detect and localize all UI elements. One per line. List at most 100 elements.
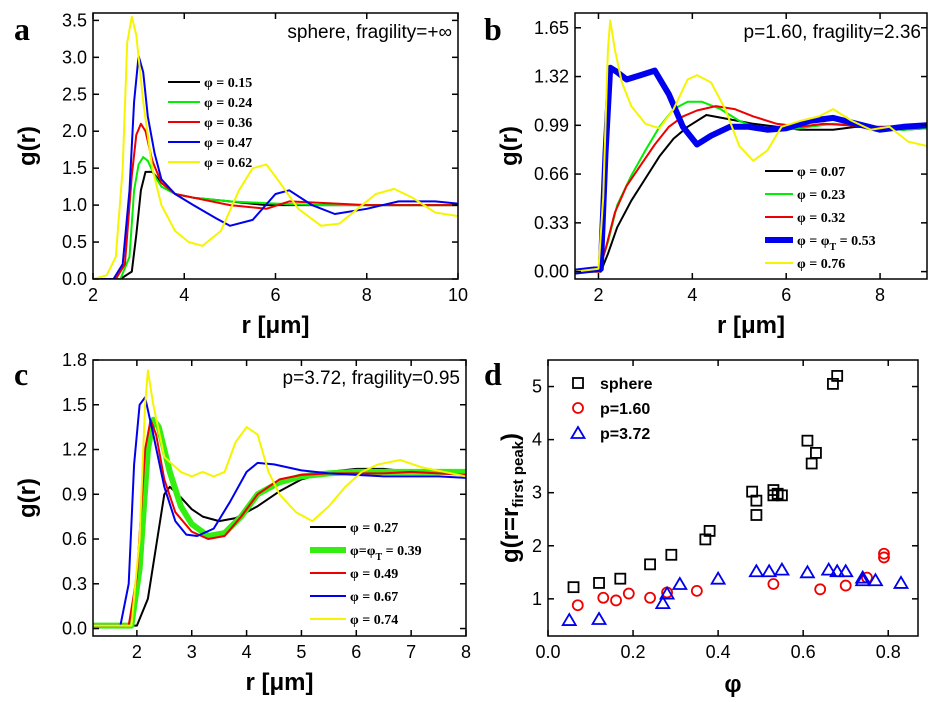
panel-c-title: p=3.72, fragility=0.95	[283, 368, 460, 389]
panel-d-point	[878, 547, 890, 560]
panel-b-legend-label: φ = 0.76	[797, 257, 845, 272]
panel-c-legend-label: φ = 0.67	[350, 590, 398, 605]
panel-a-ytick-label: 2.5	[62, 84, 87, 104]
panel-b-ylabel: g(r)	[496, 126, 523, 166]
panel-b-series-2	[575, 105, 927, 273]
panel-a-legend: φ = 0.15 φ = 0.24 φ = 0.36 φ = 0.47 φ = 0.62	[168, 76, 252, 171]
panel-b-series-3	[575, 64, 927, 275]
panel-a-series-0	[93, 170, 458, 279]
panel-a-xtick-label: 4	[179, 285, 189, 305]
panel-d-xtick-label: 0.8	[876, 642, 901, 662]
panel-b-xtick-label: 6	[781, 285, 791, 305]
panel-a-xtick-label: 2	[88, 285, 98, 305]
panel-d-ytick-label: 1	[532, 589, 542, 609]
panel-d-xtick-label: 0.6	[791, 642, 816, 662]
panel-d-point	[854, 569, 871, 584]
panel-a-series-2	[93, 122, 458, 279]
panel-d-legend-swatch	[572, 402, 584, 414]
panel-d-point	[761, 563, 778, 578]
panel-c-series-1	[93, 416, 466, 629]
panel-d-legend-swatch	[572, 377, 584, 389]
panel-d-point	[820, 561, 837, 576]
panel-d-point	[659, 585, 676, 600]
panel-d-point	[750, 509, 763, 521]
panel-c-xtick-label: 6	[351, 642, 361, 662]
panel-d-point	[710, 570, 727, 585]
panel-c-ytick-label: 0.6	[62, 529, 87, 549]
panel-d-point	[829, 563, 846, 578]
panel-b-legend-label: φ = φT = 0.53	[797, 234, 876, 253]
panel-c-ytick-label: 1.8	[62, 350, 87, 370]
panel-b-legend-label: φ = 0.32	[797, 211, 845, 226]
panel-c-series-2	[93, 418, 466, 627]
panel-b-xtick-label: 4	[687, 285, 697, 305]
panel-d-point	[801, 434, 814, 447]
panel-a-title: sphere, fragility=+∞	[287, 22, 452, 43]
panel-c-legend: φ = 0.27 φ=φT = 0.39 φ = 0.49 φ = 0.67 φ = 0…	[310, 521, 422, 628]
panel-b-xlabel: r [μm]	[717, 312, 785, 339]
panel-d-point	[867, 572, 884, 587]
panel-c-xtick-label: 2	[132, 642, 142, 662]
panel-c-series-4	[93, 369, 466, 627]
panel-d-point	[814, 583, 827, 596]
panel-a: φ = 0.15 φ = 0.24 φ = 0.36 φ = 0.47 φ = 0.62…	[14, 10, 468, 339]
panel-d-point	[622, 587, 635, 600]
panel-d-legend-swatch	[569, 425, 587, 439]
panel-d-point	[561, 612, 578, 626]
panel-a-ytick-label: 3.0	[62, 47, 87, 67]
panel-c-xlabel: r [μm]	[245, 669, 313, 696]
panel-letter-d: d	[484, 356, 502, 392]
panel-b-legend-label: φ = 0.07	[797, 165, 845, 180]
panel-d-point	[805, 457, 818, 470]
panel-a-legend-label: φ = 0.36	[204, 116, 252, 131]
panel-a-ytick-label: 1.5	[62, 158, 87, 178]
panel-d-ytick-label: 4	[532, 430, 542, 450]
panel-a-ylabel: g(r)	[14, 126, 41, 166]
panel-d-point	[767, 578, 780, 590]
panel-letter-b: b	[484, 11, 502, 47]
panel-c-ytick-label: 0.0	[62, 619, 87, 639]
panel-d-ytick-label: 5	[532, 377, 542, 397]
panel-b: φ = 0.07 φ = 0.23 φ = 0.32 φ = φT = 0.53 φ =…	[496, 12, 928, 339]
panel-d-point	[590, 611, 608, 625]
panel-d-point	[703, 525, 716, 537]
panel-c-legend-label: φ=φT = 0.39	[350, 544, 422, 563]
panel-d-xtick-label: 0.2	[621, 642, 646, 662]
panel-d-ylabel: g(r=rfirst peak)	[497, 433, 527, 563]
panel-b-xtick-label: 2	[593, 285, 603, 305]
panel-a-legend-label: φ = 0.47	[204, 136, 252, 151]
panel-c-ytick-label: 0.3	[62, 574, 87, 594]
panel-c-frame	[92, 359, 467, 637]
panel-letter-a: a	[14, 11, 30, 47]
panel-d-point	[571, 599, 584, 612]
panel-d-point	[593, 577, 605, 589]
panel-d-point	[644, 591, 656, 604]
panel-b-ytick-label: 1.65	[534, 18, 569, 38]
panel-d-series-1	[571, 547, 890, 612]
panel-b-series-4	[575, 19, 927, 273]
panel-c-ytick-label: 1.2	[62, 440, 87, 460]
panel-d-point	[799, 564, 816, 579]
panel-d-point	[878, 551, 890, 564]
panel-d: sphere p=1.60 p=3.72 0.0 0.2 0.4 0.6 0.8 1 2 3 4 5 φ g…	[497, 359, 919, 698]
panel-a-ytick-label: 1.0	[62, 195, 87, 215]
panel-d-point	[773, 561, 790, 576]
panel-d-point	[748, 563, 765, 578]
panel-c-xtick-label: 8	[461, 642, 471, 662]
panel-b-ytick-label: 0.00	[534, 262, 569, 282]
panel-c-xtick-label: 7	[406, 642, 416, 662]
panel-d-point	[614, 572, 627, 585]
panel-d-xtick-label: 0.0	[535, 642, 560, 662]
panel-a-ytick-label: 3.5	[62, 10, 87, 30]
panel-d-point	[837, 563, 854, 578]
panel-d-point	[567, 581, 580, 594]
panel-a-frame	[92, 12, 459, 280]
panel-c-legend-label: φ = 0.74	[350, 613, 398, 628]
panel-c-legend-label: φ = 0.27	[350, 521, 398, 536]
panel-a-ytick-label: 2.0	[62, 121, 87, 141]
panel-c-ytick-label: 0.9	[62, 484, 87, 504]
panel-b-ytick-label: 0.99	[534, 115, 569, 135]
panel-a-legend-label: φ = 0.15	[204, 76, 252, 91]
panel-a-series-4	[93, 15, 458, 279]
panel-d-ytick-label: 3	[532, 483, 542, 503]
